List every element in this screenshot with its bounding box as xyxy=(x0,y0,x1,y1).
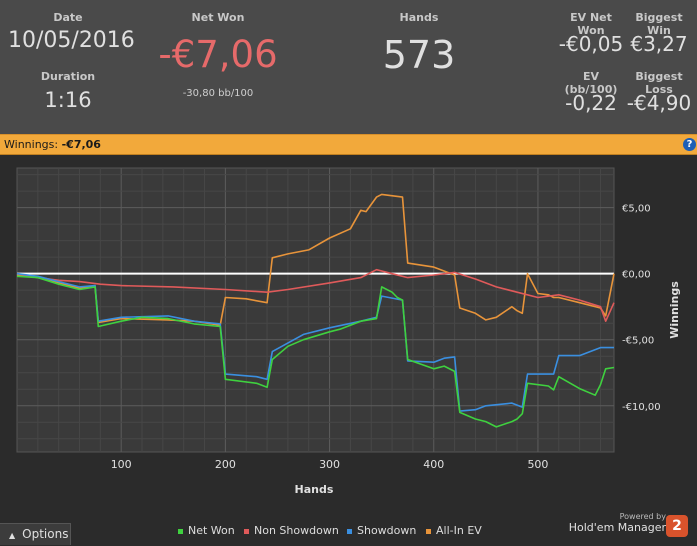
ev-bb-value: -0,22 xyxy=(565,91,617,115)
y-tick-label: €5,00 xyxy=(622,204,651,215)
legend-showdown[interactable]: Showdown xyxy=(347,524,416,537)
tick-labels: 100 200 300 400 500 €5,00 €0,00 -€5,00 -€10,00 xyxy=(111,204,661,471)
winnings-label: Winnings: xyxy=(4,138,59,151)
powered-by: Powered by xyxy=(619,512,666,521)
y-tick-label: -€5,00 xyxy=(622,336,654,347)
legend-label: All-In EV xyxy=(436,524,482,537)
winnings-chart: 100 200 300 400 500 €5,00 €0,00 -€5,00 -€10,00 H… xyxy=(16,167,681,496)
x-tick-label: 500 xyxy=(527,458,548,471)
duration-value: 1:16 xyxy=(44,88,92,112)
duration-label: Duration xyxy=(40,70,96,83)
ev-net-won-value: -€0,05 xyxy=(558,32,624,56)
winnings-bar: Winnings: -€7,06 ? xyxy=(0,134,697,155)
legend-swatch xyxy=(347,528,352,534)
options-label: Options xyxy=(22,527,69,541)
brand: Powered by Hold'em Manager xyxy=(562,512,666,534)
grid xyxy=(17,168,614,452)
legend-label: Net Won xyxy=(188,524,235,537)
hands-value: 573 xyxy=(382,33,456,77)
net-won-line xyxy=(16,275,615,428)
y-tick-label: €0,00 xyxy=(622,270,651,281)
legend-label: Showdown xyxy=(357,524,417,537)
x-tick-label: 200 xyxy=(215,458,236,471)
ev-bb-label: EV (bb/100) xyxy=(564,70,618,96)
biggest-loss-value: -€4,90 xyxy=(626,91,692,115)
date-value: 10/05/2016 xyxy=(8,28,135,53)
chevron-up-icon: ▲ xyxy=(9,531,16,540)
winnings-summary: Winnings: -€7,06 xyxy=(4,135,101,154)
legend-swatch xyxy=(178,528,183,534)
help-icon[interactable]: ? xyxy=(683,138,696,151)
ev-net-won-label: EV Net Won xyxy=(570,11,612,37)
legend-all-in-ev[interactable]: All-In EV xyxy=(426,524,482,537)
biggest-loss-label: Biggest Loss xyxy=(635,70,683,96)
net-won-bb: -30,80 bb/100 xyxy=(182,88,254,99)
y-tick-label: -€10,00 xyxy=(622,402,661,413)
net-won-label: Net Won xyxy=(191,11,245,24)
hands-label: Hands xyxy=(399,11,439,24)
series-lines xyxy=(16,193,615,428)
x-axis-label: Hands xyxy=(295,483,334,496)
legend-swatch xyxy=(244,528,249,534)
y-axis-label: Winnings xyxy=(668,281,681,339)
x-tick-label: 400 xyxy=(423,458,444,471)
legend-non-showdown[interactable]: Non Showdown xyxy=(244,524,339,537)
legend-swatch xyxy=(426,528,431,534)
x-tick-label: 300 xyxy=(319,458,340,471)
legend-net-won[interactable]: Net Won xyxy=(178,524,235,537)
date-label: Date xyxy=(53,11,83,24)
biggest-win-value: €3,27 xyxy=(630,32,688,56)
x-tick-label: 100 xyxy=(111,458,132,471)
options-button[interactable]: ▲ Options xyxy=(0,523,71,545)
legend-label: Non Showdown xyxy=(254,524,339,537)
stats-panel: Date 10/05/2016 Duration 1:16 Net Won -€… xyxy=(0,0,697,134)
plot-area xyxy=(16,167,615,453)
winnings-value: -€7,06 xyxy=(61,138,101,151)
all-in-ev-line xyxy=(16,193,615,326)
non-showdown-line xyxy=(16,268,615,322)
biggest-win-label: Biggest Win xyxy=(635,11,683,37)
brand-name: Hold'em Manager xyxy=(568,521,666,534)
net-won-value: -€7,06 xyxy=(158,33,278,76)
hm2-logo: 2 xyxy=(666,515,688,537)
